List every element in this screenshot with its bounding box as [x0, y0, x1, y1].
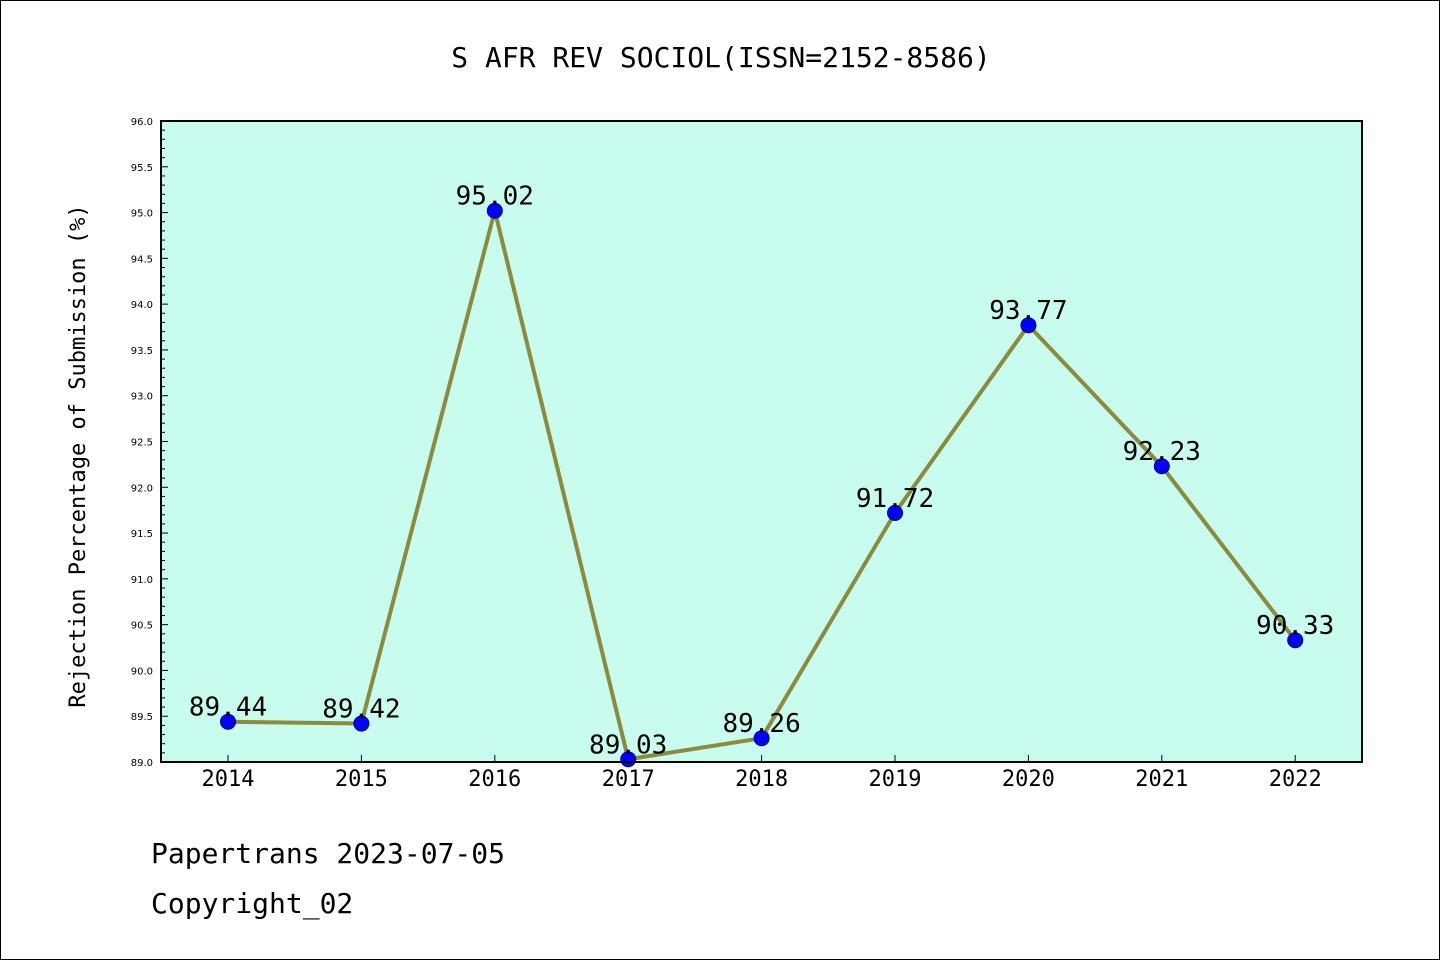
data-point: [353, 715, 370, 732]
x-tick-label: 2020: [1002, 767, 1055, 792]
data-label: 91.72: [856, 484, 934, 514]
x-tick-label: 2022: [1269, 767, 1322, 792]
y-tick-label: 94.5: [131, 254, 153, 265]
y-tick-label: 89.0: [131, 758, 153, 769]
footer-copyright-text: Copyright_02: [151, 887, 354, 920]
x-tick-label: 2015: [335, 767, 388, 792]
y-tick-label: 95.0: [131, 209, 153, 220]
data-point: [620, 751, 637, 768]
data-label: 89.03: [589, 730, 667, 760]
y-tick-label: 93.0: [131, 392, 153, 403]
y-tick-label: 94.0: [131, 300, 153, 311]
x-axis-ticks: 2014 2015 2016 2017 2018 2019 2020 2021 2022: [202, 755, 1322, 792]
chart-title: S AFR REV SOCIOL(ISSN=2152-8586): [451, 41, 990, 74]
data-point: [887, 504, 903, 521]
y-tick-label: 93.5: [131, 346, 153, 357]
data-label: 90.33: [1256, 611, 1334, 641]
plot-area: [161, 121, 1362, 762]
data-label: 89.42: [322, 695, 400, 725]
y-tick-label: 91.5: [131, 529, 153, 540]
data-labels: 89.44 89.42 95.02 89.03 89.26 91.72 93.77 92.23…: [189, 182, 1334, 761]
x-tick-label: 2016: [468, 767, 521, 792]
x-tick-label: 2014: [202, 767, 255, 792]
data-label: 93.77: [989, 296, 1067, 326]
data-label: 89.26: [722, 709, 800, 739]
data-markers: [220, 202, 1304, 768]
y-tick-label: 96.0: [131, 117, 153, 128]
y-tick-label: 90.0: [131, 666, 153, 677]
data-label: 92.23: [1123, 437, 1201, 467]
x-tick-label: 2018: [735, 767, 788, 792]
y-tick-label: 89.5: [131, 712, 153, 723]
y-axis-label: Rejection Percentage of Submission (%): [66, 204, 91, 707]
footer-date-text: Papertrans 2023-07-05: [151, 837, 506, 870]
y-tick-label: 91.0: [131, 575, 153, 586]
x-tick-label: 2019: [869, 767, 922, 792]
data-point: [1287, 632, 1304, 649]
y-axis-ticks: 89.0 89.5 90.0 90.5 91.0 91.5 92.0 92.5 93.0 93.5…: [131, 117, 168, 769]
data-point: [486, 202, 503, 219]
y-tick-label: 90.5: [131, 621, 153, 632]
data-point: [1153, 458, 1170, 475]
data-point: [753, 730, 770, 747]
data-label: 95.02: [456, 182, 534, 212]
data-point: [220, 713, 236, 730]
plot-border: [160, 120, 1363, 763]
data-point: [1020, 317, 1037, 334]
x-tick-label: 2021: [1135, 767, 1188, 792]
y-tick-label: 95.5: [131, 163, 153, 174]
y-tick-label: 92.5: [131, 438, 153, 449]
x-tick-label: 2017: [602, 767, 655, 792]
y-tick-label: 92.0: [131, 483, 153, 494]
data-label: 89.44: [189, 693, 267, 723]
